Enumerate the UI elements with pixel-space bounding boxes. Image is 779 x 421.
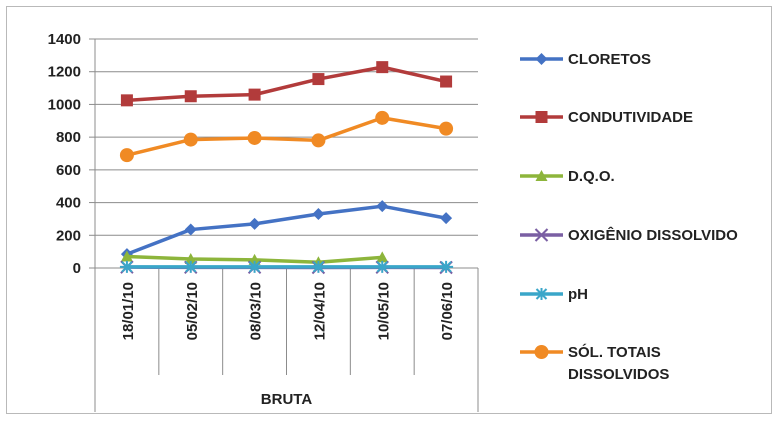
legend-item-6: SÓL. TOTAIS DISSOLVIDOS <box>520 343 669 383</box>
legend-item-3: D.Q.O. <box>520 168 615 185</box>
y-tick-label: 1200 <box>48 64 81 81</box>
y-tick-label: 200 <box>56 227 81 244</box>
y-tick-label: 400 <box>56 195 81 212</box>
data-point <box>376 61 389 74</box>
legend-label: CONDUTIVIDADE <box>568 109 693 126</box>
data-point <box>312 73 325 86</box>
x-tick-label: 12/04/10 <box>311 282 328 340</box>
series-line <box>126 65 447 103</box>
data-point <box>248 217 261 230</box>
axes: 1400 1200 1000 800 600 400 200 0 18/01/10 05/02/1… <box>48 31 479 412</box>
legend-label: pH <box>568 286 588 303</box>
gridlines <box>95 38 478 236</box>
series-line <box>126 116 447 157</box>
chart-frame <box>6 6 772 414</box>
data-point <box>120 250 133 262</box>
legend-label: D.Q.O. <box>568 168 615 185</box>
data-point <box>311 260 326 273</box>
data-point <box>535 111 548 123</box>
data-point <box>312 208 325 221</box>
series-cloretos <box>120 200 453 261</box>
data-point <box>440 75 453 88</box>
data-point <box>534 345 549 359</box>
data-point <box>248 253 261 265</box>
legend-item-1: CLORETOS <box>520 51 651 68</box>
data-point <box>375 260 390 273</box>
x-tick-label: 10/05/10 <box>375 282 392 340</box>
legend-label: OXIGÊNIO DISSOLVIDO <box>568 226 738 244</box>
data-point <box>183 132 198 147</box>
data-point <box>247 130 262 145</box>
data-point <box>119 148 134 163</box>
data-point <box>247 260 262 273</box>
data-point <box>311 133 326 148</box>
data-point <box>439 260 454 273</box>
x-tick-label: 18/01/10 <box>120 282 137 340</box>
series-lines <box>119 61 454 275</box>
x-tick-label: 08/03/10 <box>248 282 265 340</box>
data-point <box>248 88 261 101</box>
data-point <box>535 170 548 181</box>
data-point <box>375 110 390 125</box>
series-ph <box>119 260 454 273</box>
data-point <box>184 253 197 265</box>
data-point <box>120 94 133 107</box>
data-point <box>376 251 389 263</box>
category-group-label: BRUTA <box>261 391 313 408</box>
y-tick-label: 1000 <box>48 96 81 113</box>
data-point <box>534 288 549 300</box>
data-point <box>440 212 453 225</box>
data-point <box>119 260 134 273</box>
data-point <box>184 90 197 103</box>
legend: CLORETOS CONDUTIVIDADE D.Q.O. OXIGÊNIO DISS… <box>520 51 738 383</box>
data-point <box>376 200 389 213</box>
y-tick-label: 600 <box>56 162 81 179</box>
data-point <box>535 53 548 65</box>
series-line <box>126 204 447 256</box>
y-tick-label: 1400 <box>48 31 81 48</box>
x-tick-label: 05/02/10 <box>184 282 201 340</box>
data-point <box>183 260 198 273</box>
legend-label: CLORETOS <box>568 51 651 68</box>
legend-item-5: pH <box>520 286 588 303</box>
data-point <box>184 223 197 236</box>
legend-label: SÓL. TOTAIS DISSOLVIDOS <box>568 343 669 383</box>
legend-item-4: OXIGÊNIO DISSOLVIDO <box>520 226 738 244</box>
data-point <box>534 228 549 242</box>
y-tick-label: 0 <box>73 260 81 277</box>
x-tick-label: 07/06/10 <box>439 282 456 340</box>
series-condutividade <box>120 61 453 107</box>
data-point <box>439 121 454 136</box>
legend-item-2: CONDUTIVIDADE <box>520 109 693 126</box>
y-tick-label: 800 <box>56 129 81 146</box>
series-s-l-totais-dissolvidos <box>119 110 454 163</box>
